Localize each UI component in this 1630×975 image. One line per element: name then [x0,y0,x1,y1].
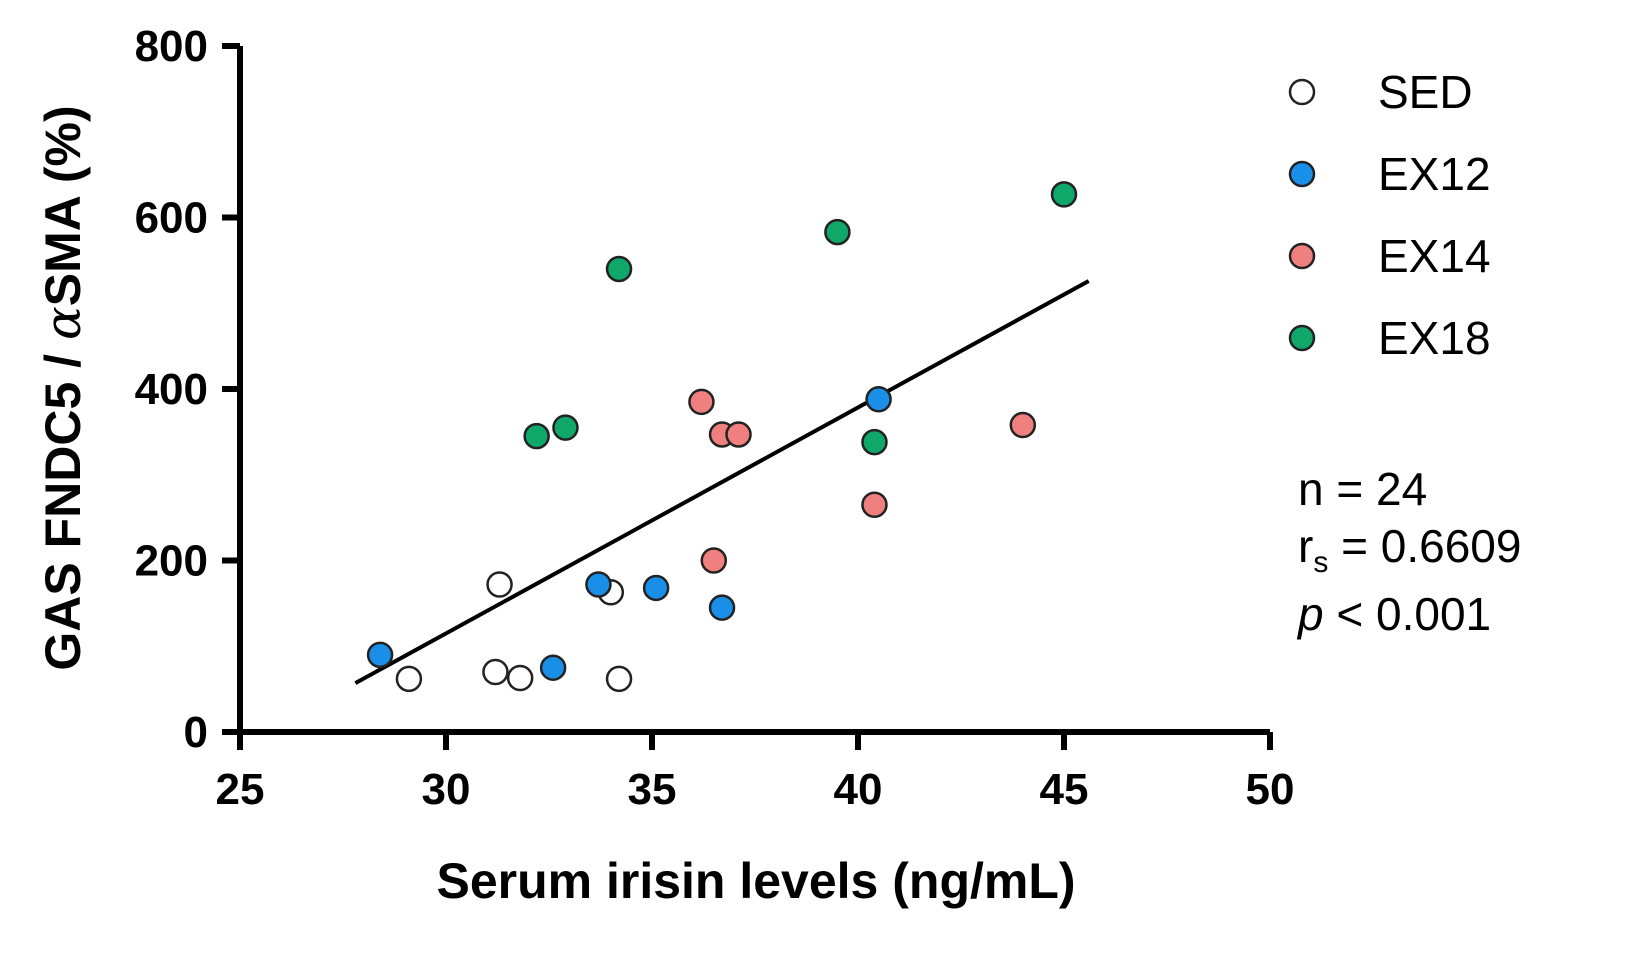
point-ex18 [1050,181,1078,208]
stats-r-symbol: r [1298,520,1313,572]
point-ex14 [861,491,888,519]
legend: SED EX12 EX14 EX18 [1288,66,1491,364]
point-ex12 [708,594,736,621]
legend-label-ex14: EX14 [1378,230,1491,282]
regression-line [354,279,1090,685]
stats-n: n = 24 [1298,463,1427,515]
axes [237,46,1270,735]
x-tick-label: 45 [1040,765,1089,814]
point-sed [395,665,423,693]
legend-label-ex18: EX18 [1378,312,1491,364]
y-tick-label: 600 [135,194,208,243]
x-tick-label: 40 [834,765,883,814]
data-points [366,181,1078,693]
point-ex12 [366,641,394,669]
point-ex12 [865,386,892,413]
y-axis-title-prefix: GAS FNDC5 / [35,340,91,671]
point-ex14 [700,547,728,574]
y-axis-title-alpha: α [34,306,92,340]
point-ex12 [585,571,612,598]
y-tick-label: 0 [184,708,208,757]
point-ex18 [605,255,633,283]
x-tick-label: 50 [1246,765,1295,814]
legend-marker-sed [1288,78,1316,106]
y-axis-title-suffix: SMA (%) [35,105,91,306]
point-ex18 [824,218,851,246]
point-ex14 [688,388,715,416]
stats-r-subscript: s [1313,546,1328,579]
legend-label-sed: SED [1378,66,1473,118]
point-ex14 [725,421,752,448]
y-tick-label: 200 [135,537,208,586]
y-tick-label: 400 [135,365,208,414]
point-sed [506,664,534,692]
stats-p-value: < 0.001 [1324,588,1492,640]
legend-marker-ex18 [1288,324,1316,352]
y-axis-title: GAS FNDC5 / αSMA (%) [34,105,92,670]
stats-p: p < 0.001 [1296,588,1491,640]
point-ex14 [1009,411,1037,439]
y-tick-label: 800 [135,22,208,71]
x-axis-title: Serum irisin levels (ng/mL) [436,853,1075,909]
point-sed [486,571,513,598]
x-tick-label: 25 [216,765,265,814]
point-ex18 [861,428,888,456]
x-tick-label: 30 [422,765,471,814]
stats-block: n = 24 rs = 0.6609 p < 0.001 [1296,463,1521,640]
stats-r: rs = 0.6609 [1298,520,1521,579]
legend-marker-ex14 [1288,242,1316,270]
stats-p-symbol: p [1296,588,1324,640]
point-sed [482,658,509,686]
ticks: 25 30 35 40 45 50 0 200 400 600 800 [135,22,1295,814]
point-ex12 [642,574,670,602]
point-ex18 [523,422,550,450]
point-ex12 [539,654,567,681]
stats-r-value: = 0.6609 [1328,520,1521,572]
legend-label-ex12: EX12 [1378,148,1491,200]
legend-marker-ex12 [1288,160,1316,188]
x-tick-label: 35 [628,765,677,814]
point-ex18 [552,414,579,441]
point-sed [605,665,633,693]
